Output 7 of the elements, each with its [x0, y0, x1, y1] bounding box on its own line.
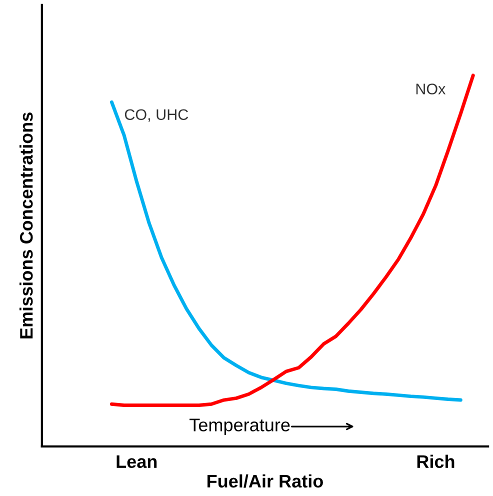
- x-axis-title: Fuel/Air Ratio: [208, 474, 323, 488]
- x-tick-label: Rich: [417, 454, 454, 468]
- y-axis-title: Emissions Concentrations: [20, 112, 33, 338]
- series-label: NOx: [416, 84, 446, 94]
- annotation: Temperature: [190, 418, 290, 435]
- x-tick-label: Lean: [116, 455, 157, 468]
- series-label: CO, UHC: [124, 109, 188, 122]
